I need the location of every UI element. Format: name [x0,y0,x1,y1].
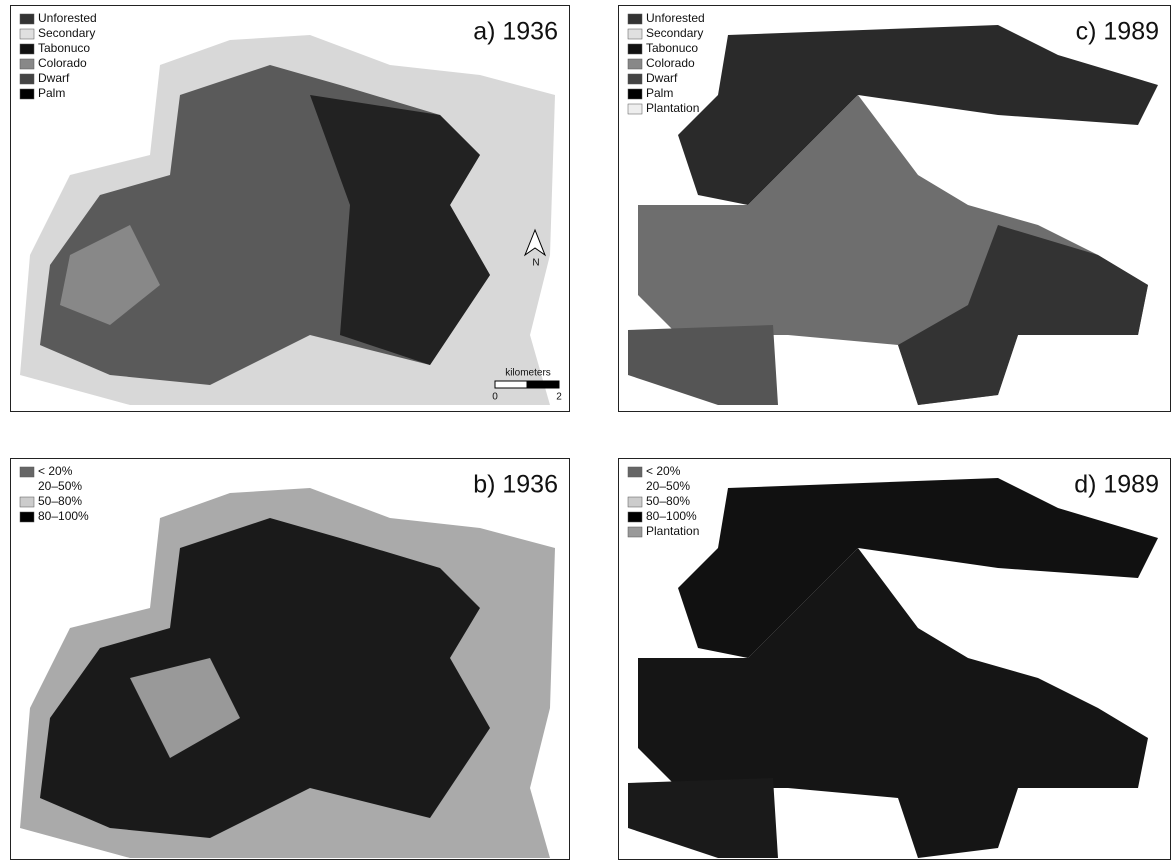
panel-title: b) 1936 [473,471,558,499]
legend-swatch [20,467,34,477]
legend-swatch [628,89,642,99]
legend-label: Tabonuco [38,41,90,55]
scale-bar [495,381,527,388]
legend-label: 80–100% [38,509,89,523]
legend-swatch [20,59,34,69]
land-cover-area [628,325,778,405]
legend-label: < 20% [646,464,681,478]
legend-swatch [20,89,34,99]
map-panel: d) 1989 < 20%20–50%50–80%80–100%Plantatio… [619,459,1171,860]
legend-swatch [20,497,34,507]
legend-label: Unforested [646,11,705,25]
land-cover-area [628,778,778,858]
legend-label: 50–80% [38,494,82,508]
map-panel: c) 1989 UnforestedSecondaryTabonucoColora… [619,6,1171,412]
legend-label: Dwarf [646,71,678,85]
page: {"panels": [ {"title": "a) 1936", "legen… [0,0,1172,866]
legend-swatch [628,59,642,69]
map-panel: a) 1936 UnforestedSecondaryTabonucoColora… [11,6,570,412]
legend-label: Unforested [38,11,97,25]
scale-bar [527,381,559,388]
legend-label: Dwarf [38,71,70,85]
legend-label: Tabonuco [646,41,698,55]
legend-swatch [628,467,642,477]
land-cover-area [40,518,490,838]
legend-swatch [20,482,34,492]
legend-label: 80–100% [646,509,697,523]
legend-swatch [628,527,642,537]
legend-label: Palm [38,86,65,100]
legend-swatch [628,74,642,84]
legend-swatch [628,512,642,522]
legend-swatch [20,29,34,39]
legend-swatch [628,482,642,492]
legend-label: Plantation [646,101,699,115]
legend-swatch [628,44,642,54]
legend-swatch [20,14,34,24]
legend-label: Colorado [38,56,87,70]
legend-swatch [628,14,642,24]
legend-swatch [628,104,642,114]
figure: a) 1936UnforestedSecondaryTabonucoColora… [0,0,1172,861]
legend-swatch [628,29,642,39]
legend-swatch [20,512,34,522]
map-panel: b) 1936 < 20%20–50%50–80%80–100% [11,459,570,860]
legend-label: 20–50% [38,479,82,493]
legend-label: < 20% [38,464,73,478]
legend-swatch [20,74,34,84]
scale-tick: 2 [556,392,562,403]
panel-title: a) 1936 [473,18,558,46]
scale-label: kilometers [505,368,551,379]
legend-swatch [20,44,34,54]
scale-tick: 0 [492,392,498,403]
legend-label: Palm [646,86,673,100]
legend-label: 50–80% [646,494,690,508]
legend-label: Secondary [646,26,703,40]
panel-title: c) 1989 [1076,18,1159,46]
legend-label: 20–50% [646,479,690,493]
legend-swatch [628,497,642,507]
legend-label: Plantation [646,524,699,538]
panel-title: d) 1989 [1074,471,1159,499]
north-label: N [532,258,539,269]
legend-label: Secondary [38,26,95,40]
legend-label: Colorado [646,56,695,70]
